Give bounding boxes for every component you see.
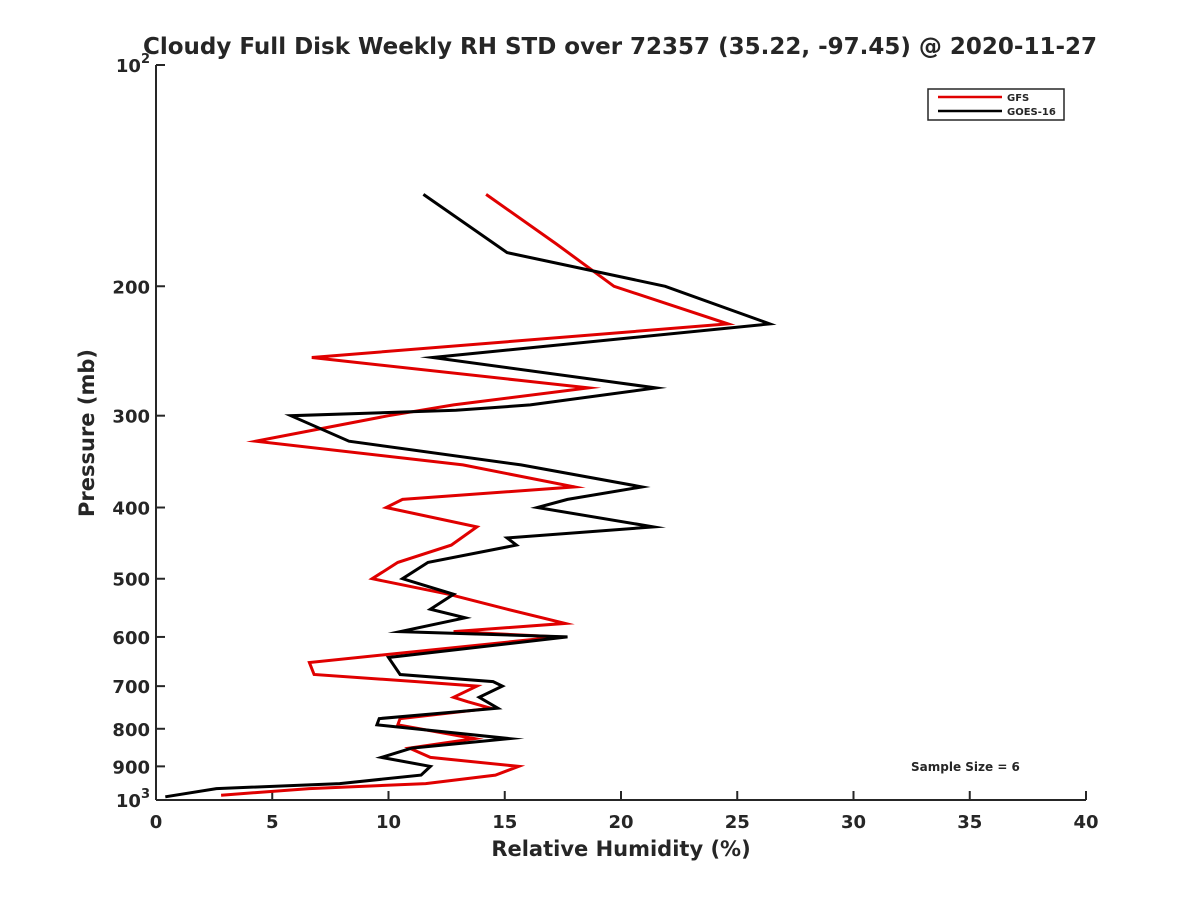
chart-title: Cloudy Full Disk Weekly RH STD over 7235… bbox=[143, 34, 1097, 60]
y-tick-label: 300 bbox=[112, 407, 150, 428]
y-tick-label: 600 bbox=[112, 628, 150, 649]
x-tick-label: 10 bbox=[376, 812, 401, 833]
x-tick-label: 25 bbox=[725, 812, 750, 833]
y-tick-label: 103 bbox=[116, 787, 150, 812]
y-axis-label: Pressure (mb) bbox=[75, 349, 99, 517]
series-layer bbox=[165, 193, 777, 799]
legend-label-goes-16: GOES-16 bbox=[1007, 107, 1056, 118]
series-line-goes-16 bbox=[165, 193, 777, 799]
x-tick-label: 30 bbox=[841, 812, 866, 833]
y-tick-label: 900 bbox=[112, 757, 150, 778]
x-tick-label: 5 bbox=[266, 812, 279, 833]
x-tick-label: 35 bbox=[957, 812, 982, 833]
y-axis-ticks: 102 200 300 400 500 600 700 800 900 103 bbox=[112, 52, 165, 812]
x-tick-label: 20 bbox=[608, 812, 633, 833]
x-tick-label: 0 bbox=[150, 812, 163, 833]
legend-label-gfs: GFS bbox=[1007, 93, 1029, 104]
legend-box bbox=[927, 88, 1065, 121]
y-tick-label: 200 bbox=[112, 277, 150, 298]
x-tick-label: 15 bbox=[492, 812, 517, 833]
y-tick-label: 102 bbox=[116, 52, 150, 77]
y-tick-label: 700 bbox=[112, 677, 150, 698]
y-tick-label: 500 bbox=[112, 570, 150, 591]
y-tick-label: 800 bbox=[112, 720, 150, 741]
x-axis-ticks: 0 5 10 15 20 25 30 35 40 bbox=[150, 791, 1099, 833]
y-tick-label: 400 bbox=[112, 499, 150, 520]
legend: GFS GOES-16 bbox=[927, 88, 1065, 121]
x-axis-label: Relative Humidity (%) bbox=[491, 837, 750, 861]
sample-size-annotation: Sample Size = 6 bbox=[911, 760, 1020, 774]
x-tick-label: 40 bbox=[1073, 812, 1098, 833]
